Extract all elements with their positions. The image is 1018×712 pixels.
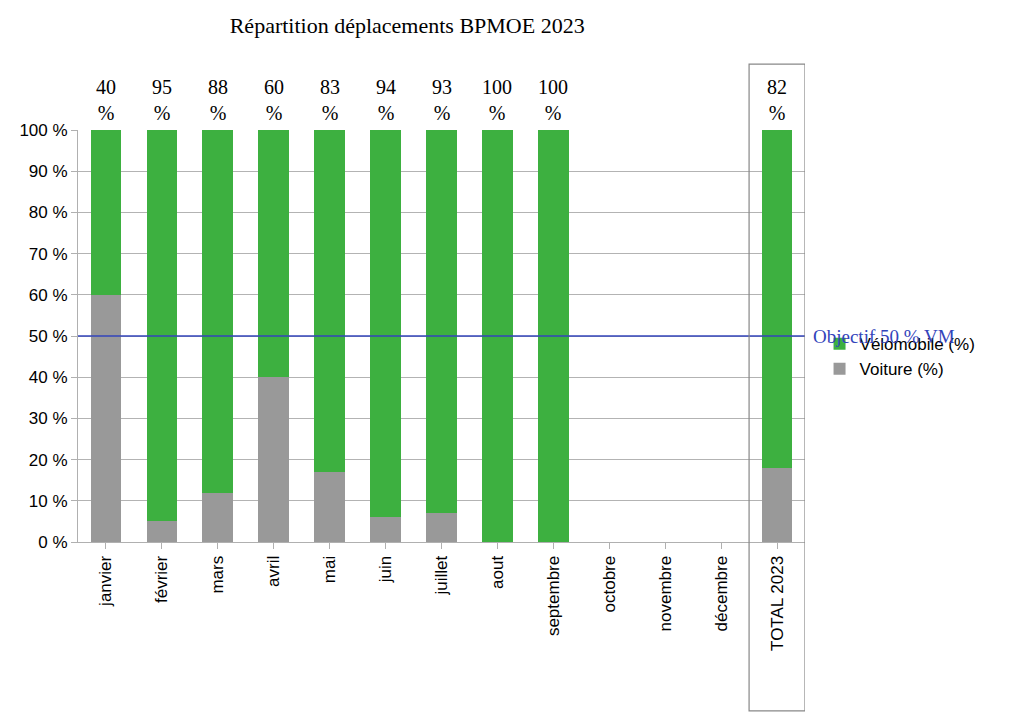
svg-text:février: février [152, 555, 171, 603]
svg-text:40 %: 40 % [29, 368, 68, 387]
svg-text:40%: 40% [96, 76, 116, 124]
svg-text:82%: 82% [767, 76, 787, 124]
svg-text:Objectif 50 % VM: Objectif 50 % VM [813, 326, 955, 347]
svg-text:Vélomobile (%): Vélomobile (%) [860, 335, 975, 354]
svg-text:83%: 83% [320, 76, 340, 124]
svg-text:novembre: novembre [656, 556, 675, 632]
svg-text:10 %: 10 % [29, 492, 68, 511]
svg-text:juin: juin [376, 556, 395, 583]
svg-text:94%: 94% [376, 76, 396, 124]
svg-text:janvier: janvier [96, 555, 115, 606]
svg-text:100%: 100% [538, 76, 568, 124]
svg-text:Répartition déplacements BPMOE: Répartition déplacements BPMOE 2023 [230, 13, 585, 38]
svg-text:20 %: 20 % [29, 451, 68, 470]
svg-text:60 %: 60 % [29, 286, 68, 305]
svg-text:90 %: 90 % [29, 162, 68, 181]
svg-text:octobre: octobre [600, 556, 619, 613]
svg-text:mars: mars [208, 556, 227, 594]
svg-text:95%: 95% [152, 76, 172, 124]
svg-text:aout: aout [488, 556, 507, 589]
svg-text:septembre: septembre [544, 556, 563, 636]
svg-text:80 %: 80 % [29, 203, 68, 222]
svg-text:TOTAL 2023: TOTAL 2023 [768, 556, 787, 651]
svg-text:88%: 88% [208, 76, 228, 124]
svg-text:0 %: 0 % [38, 533, 67, 552]
svg-text:70 %: 70 % [29, 245, 68, 264]
svg-text:100 %: 100 % [19, 121, 67, 140]
svg-text:juillet: juillet [432, 556, 451, 596]
svg-text:avril: avril [264, 556, 283, 587]
svg-text:décembre: décembre [712, 556, 731, 632]
svg-text:50 %: 50 % [29, 327, 68, 346]
svg-text:93%: 93% [432, 76, 452, 124]
svg-text:60%: 60% [264, 76, 284, 124]
svg-text:Voiture (%): Voiture (%) [860, 360, 944, 379]
svg-text:mai: mai [320, 556, 339, 583]
svg-text:30 %: 30 % [29, 409, 68, 428]
svg-text:100%: 100% [482, 76, 512, 124]
